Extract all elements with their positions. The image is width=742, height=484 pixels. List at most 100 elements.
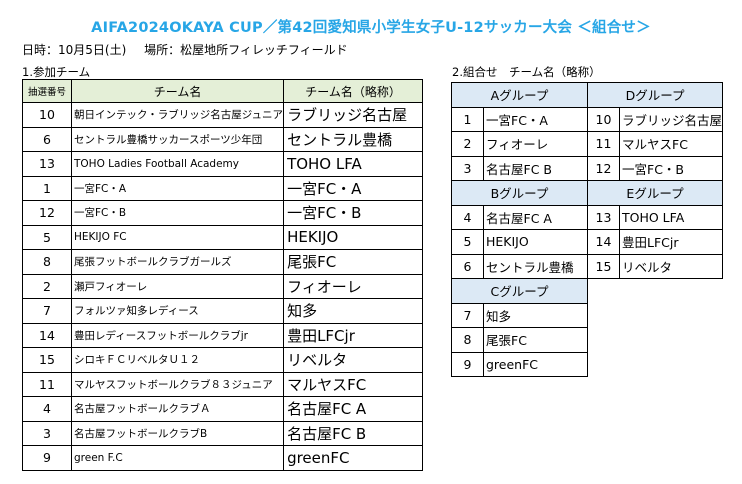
empty-cell: [588, 303, 723, 328]
team-draw-number: 8: [22, 249, 72, 275]
table-row: 2 瀬戸フィオーレ フィオーレ: [22, 273, 424, 299]
team-draw-number: 6: [22, 126, 72, 152]
table-row: 9 green F.C greenFC: [22, 445, 424, 471]
group-team-number: 10: [587, 106, 620, 132]
table-row: 15 シロキＦＣリベルタＵ１２ リベルタ: [22, 347, 424, 373]
group-team-row: 9 greenFC: [451, 351, 723, 377]
group-team-name: 名古屋FC B: [483, 155, 588, 181]
header-team-name: チーム名: [70, 79, 285, 103]
group-team-number: 5: [451, 229, 484, 255]
group-team-name: HEKIJO: [483, 229, 588, 255]
table-row: 8 尾張フットボールクラブガールズ 尾張FC: [22, 249, 424, 275]
group-team-number: 13: [587, 204, 620, 230]
team-draw-number: 2: [22, 273, 72, 299]
team-draw-number: 1: [22, 175, 72, 201]
groups-table: Aグループ Dグループ 1 一宮FC・A 10 ラブリッジ名古屋 2 フィオーレ 11 マルヤスF…: [451, 82, 724, 377]
team-short-name: 尾張FC: [283, 249, 424, 275]
group-team-row: 5 HEKIJO 14 豊田LFCjr: [451, 229, 724, 255]
team-draw-number: 14: [22, 322, 72, 348]
group-team-name: 一宮FC・A: [483, 106, 588, 132]
team-short-name: greenFC: [283, 445, 424, 471]
group-d-header: Dグループ: [586, 82, 724, 108]
group-team-name: フィオーレ: [483, 131, 588, 157]
empty-cell: [588, 279, 723, 304]
group-team-number: 4: [451, 204, 484, 230]
team-draw-number: 13: [22, 151, 72, 177]
team-full-name: HEKIJO FC: [70, 224, 285, 250]
team-full-name: セントラル豊橋サッカースポーツ少年団: [70, 126, 285, 152]
group-header-row: Bグループ Eグループ: [451, 180, 724, 206]
team-draw-number: 5: [22, 224, 72, 250]
group-c-header: Cグループ: [451, 278, 588, 304]
group-team-number: 11: [587, 131, 620, 157]
group-team-number: 14: [587, 229, 620, 255]
group-team-number: 2: [451, 131, 484, 157]
team-full-name: 一宮FC・B: [70, 200, 285, 226]
group-team-row: 6 セントラル豊橋 15 リベルタ: [451, 253, 724, 279]
team-short-name: 名古屋FC A: [283, 396, 424, 422]
team-short-name: 豊田LFCjr: [283, 322, 424, 348]
table-row: 10 朝日インテック・ラブリッジ名古屋ジュニア ラブリッジ名古屋: [22, 102, 424, 128]
table-row: 1 一宮FC・A 一宮FC・A: [22, 175, 424, 201]
team-short-name: セントラル豊橋: [283, 126, 424, 152]
group-team-row: 1 一宮FC・A 10 ラブリッジ名古屋: [451, 106, 724, 132]
group-team-number: 9: [451, 351, 484, 377]
group-team-row: 3 名古屋FC B 12 一宮FC・B: [451, 155, 724, 181]
page-title: AIFA2024OKAYA CUP／第42回愛知県小学生女子U-12サッカー大会…: [91, 20, 651, 36]
table-row: 5 HEKIJO FC HEKIJO: [22, 224, 424, 250]
group-team-name: セントラル豊橋: [483, 253, 588, 279]
table-row: 12 一宮FC・B 一宮FC・B: [22, 200, 424, 226]
table-row: 13 TOHO Ladies Football Academy TOHO LFA: [22, 151, 424, 177]
team-full-name: 朝日インテック・ラブリッジ名古屋ジュニア: [70, 102, 285, 128]
team-full-name: 瀬戸フィオーレ: [70, 273, 285, 299]
group-team-name: 尾張FC: [483, 327, 588, 353]
group-a-header: Aグループ: [451, 82, 588, 108]
group-team-name: TOHO LFA: [618, 204, 724, 230]
team-short-name: フィオーレ: [283, 273, 424, 299]
group-team-number: 15: [587, 253, 620, 279]
table-row: 3 名古屋フットボールクラブB 名古屋FC B: [22, 420, 424, 446]
participants-table: 抽選番号 チーム名 チーム名（略称） 10 朝日インテック・ラブリッジ名古屋ジュニ…: [22, 79, 424, 471]
team-full-name: シロキＦＣリベルタＵ１２: [70, 347, 285, 373]
team-short-name: 一宮FC・A: [283, 175, 424, 201]
team-short-name: TOHO LFA: [283, 151, 424, 177]
team-full-name: TOHO Ladies Football Academy: [70, 151, 285, 177]
team-short-name: 名古屋FC B: [283, 420, 424, 446]
group-team-number: 6: [451, 253, 484, 279]
group-team-row: 7 知多: [451, 302, 723, 328]
group-team-row: 4 名古屋FC A 13 TOHO LFA: [451, 204, 724, 230]
team-full-name: 尾張フットボールクラブガールズ: [70, 249, 285, 275]
table-row: 14 豊田レディースフットボールクラブjr 豊田LFCjr: [22, 322, 424, 348]
group-team-name: 豊田LFCjr: [618, 229, 724, 255]
team-draw-number: 10: [22, 102, 72, 128]
team-full-name: 名古屋フットボールクラブＡ: [70, 396, 285, 422]
group-team-number: 7: [451, 302, 484, 328]
event-info: 日時：10月5日(土) 場所：松屋地所フィレッチフィールド: [22, 41, 362, 58]
team-short-name: リベルタ: [283, 347, 424, 373]
group-team-row: 8 尾張FC: [451, 327, 723, 353]
group-team-number: 1: [451, 106, 484, 132]
table-row: 6 セントラル豊橋サッカースポーツ少年団 セントラル豊橋: [22, 126, 424, 152]
group-team-number: 12: [587, 155, 620, 181]
team-full-name: マルヤスフットボールクラブ８３ジュニア: [70, 371, 285, 397]
group-team-name: 知多: [483, 302, 588, 328]
team-draw-number: 12: [22, 200, 72, 226]
group-team-name: greenFC: [483, 351, 588, 377]
team-full-name: green F.C: [70, 445, 285, 471]
empty-cell: [588, 352, 723, 377]
event-date: 日時：10月5日(土): [22, 43, 127, 57]
team-full-name: 名古屋フットボールクラブB: [70, 420, 285, 446]
team-full-name: 豊田レディースフットボールクラブjr: [70, 322, 285, 348]
team-short-name: ラブリッジ名古屋: [283, 102, 424, 128]
event-venue: 場所：松屋地所フィレッチフィールド: [144, 43, 348, 57]
table-row: 7 フォルツァ知多レディース 知多: [22, 298, 424, 324]
team-full-name: フォルツァ知多レディース: [70, 298, 285, 324]
group-team-name: ラブリッジ名古屋: [618, 106, 724, 132]
group-team-number: 8: [451, 327, 484, 353]
group-header-row: Cグループ: [451, 278, 723, 304]
group-team-row: 2 フィオーレ 11 マルヤスFC: [451, 131, 724, 157]
group-b-header: Bグループ: [451, 180, 588, 206]
table-row: 11 マルヤスフットボールクラブ８３ジュニア マルヤスFC: [22, 371, 424, 397]
header-team-short-name: チーム名（略称）: [283, 79, 424, 103]
group-team-number: 3: [451, 155, 484, 181]
